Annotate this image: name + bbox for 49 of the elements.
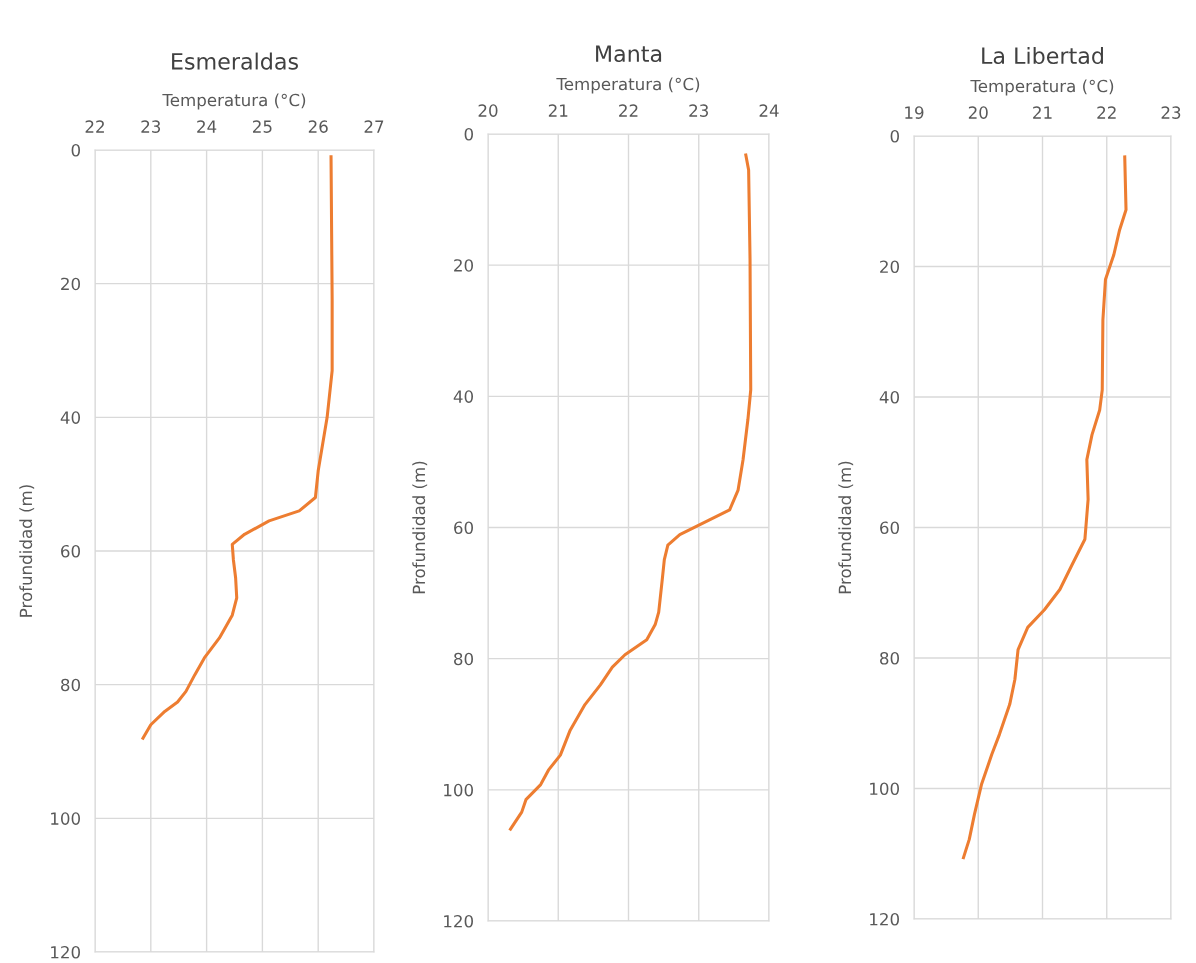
- y-tick-label: 40: [879, 390, 899, 404]
- y-tick-label: 80: [880, 651, 899, 665]
- x-tick-label: 21: [548, 104, 568, 117]
- x-tick-label: 24: [197, 120, 217, 133]
- x-tick-label: 26: [308, 120, 328, 133]
- x-tick-label: 20: [968, 106, 988, 119]
- y-tick-label: 0: [71, 143, 80, 157]
- chart-title: Esmeraldas: [172, 52, 298, 70]
- y-axis-title: Profundidad (m): [19, 485, 35, 617]
- y-tick-label: 100: [870, 782, 899, 796]
- x-tick-label: 22: [1097, 106, 1116, 119]
- x-tick-label: 20: [478, 104, 498, 117]
- y-tick-label: 20: [880, 260, 899, 274]
- y-tick-label: 0: [890, 129, 899, 143]
- x-tick-label: 22: [85, 120, 104, 133]
- x-tick-label: 24: [759, 104, 779, 117]
- line-series: [141, 155, 334, 740]
- x-axis-title: Temperatura (°C): [556, 77, 700, 94]
- chart-title: Manta: [596, 45, 662, 63]
- line-series: [961, 155, 1128, 860]
- y-tick-label: 80: [454, 652, 473, 666]
- y-tick-label: 100: [51, 812, 80, 825]
- y-tick-label: 120: [870, 912, 899, 926]
- y-tick-label: 60: [880, 521, 899, 535]
- x-tick-label: 22: [619, 104, 638, 117]
- x-tick-label: 27: [364, 120, 384, 133]
- y-tick-label: 100: [444, 783, 473, 797]
- y-tick-label: 20: [61, 277, 80, 291]
- y-tick-label: 60: [454, 521, 473, 535]
- x-tick-label: 23: [689, 104, 709, 117]
- y-tick-label: 120: [51, 945, 80, 959]
- chart-title: La Libertad: [982, 46, 1103, 65]
- y-tick-label: 60: [61, 544, 80, 558]
- x-tick-label: 23: [1161, 106, 1181, 119]
- y-tick-label: 40: [453, 390, 473, 403]
- y-tick-label: 80: [61, 678, 80, 692]
- y-tick-label: 0: [464, 127, 473, 141]
- y-axis-title: Profundidad (m): [838, 461, 854, 594]
- x-tick-label: 23: [141, 120, 161, 133]
- x-tick-label: 21: [1033, 106, 1052, 119]
- x-axis-title: Temperatura (°C): [162, 93, 306, 110]
- y-axis-title: Profundidad (m): [412, 461, 428, 594]
- x-tick-label: 19: [905, 106, 924, 119]
- x-tick-label: 25: [253, 120, 272, 133]
- y-tick-label: 40: [60, 411, 80, 424]
- y-tick-label: 20: [454, 259, 473, 272]
- y-tick-label: 120: [444, 914, 473, 928]
- x-axis-title: Temperatura (°C): [970, 79, 1114, 96]
- line-series: [508, 153, 753, 831]
